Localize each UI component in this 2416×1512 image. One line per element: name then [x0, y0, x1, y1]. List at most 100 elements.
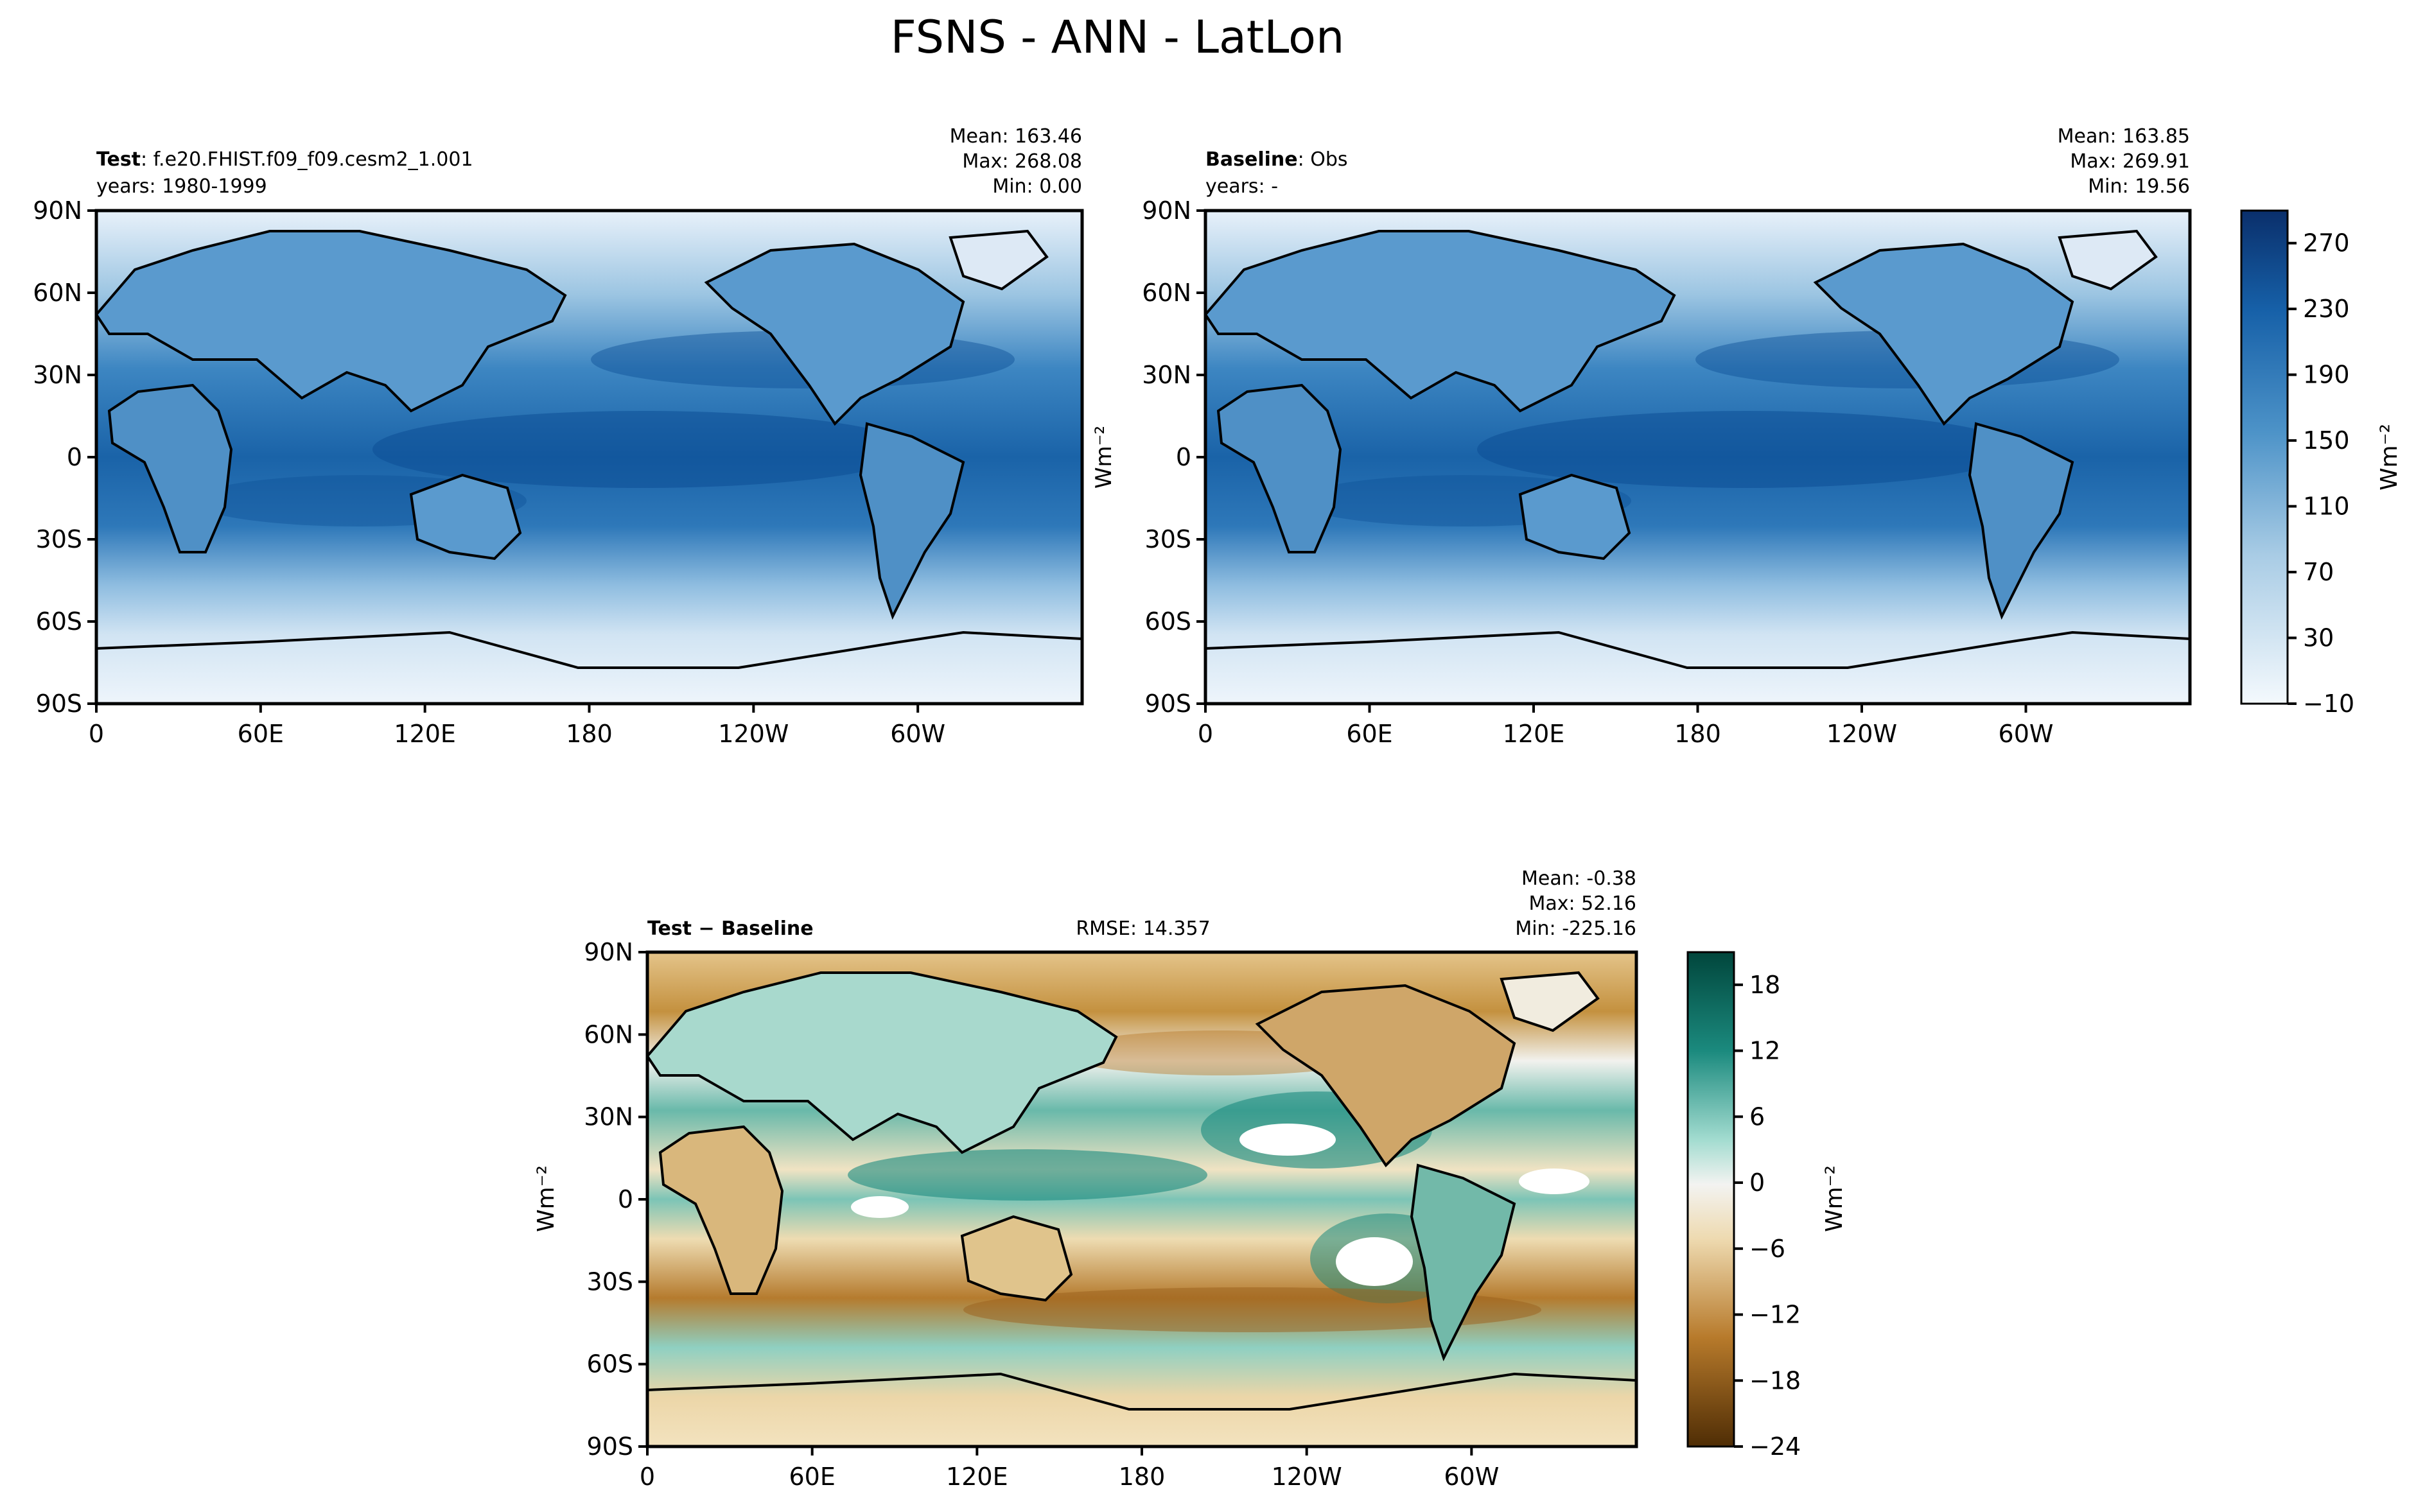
- diff-white-patch: [851, 1196, 909, 1218]
- y-tick-label: 30S: [36, 525, 82, 553]
- baseline-min: Min: 19.56: [2088, 175, 2190, 198]
- diff-antarctica-outline: [647, 1372, 1637, 1411]
- diff-colorbar-units: Wm⁻²: [1821, 1165, 1848, 1232]
- baseline-max: Max: 269.91: [2070, 150, 2190, 173]
- diff-greenland-outline: [1500, 971, 1600, 1032]
- test-field-feature: [372, 411, 912, 488]
- test-antarctica-outline: [96, 630, 1083, 669]
- diff-white-patch: [1519, 1169, 1589, 1194]
- figure-title: FSNS - ANN - LatLon: [891, 11, 1345, 64]
- colorbar-tick-label: 190: [2303, 361, 2350, 389]
- colorbar-tick-label: −6: [1749, 1235, 1785, 1263]
- diff-panel: Test − Baseline RMSE: 14.357 Mean: -0.38…: [533, 867, 1638, 1491]
- x-tick-label: 0: [1198, 720, 1213, 748]
- baseline-africa-outline: [1216, 383, 1342, 553]
- x-tick-label: 120E: [394, 720, 456, 748]
- y-tick-label: 60N: [33, 279, 82, 307]
- test-max: Max: 268.08: [962, 150, 1082, 173]
- x-tick-label: 60E: [789, 1463, 835, 1491]
- x-tick-label: 180: [566, 720, 613, 748]
- test-eurasia-outline: [94, 230, 567, 413]
- diff-min: Min: -225.16: [1515, 917, 1636, 940]
- test-africa-outline: [107, 383, 233, 553]
- x-tick-label: 0: [89, 720, 104, 748]
- test-greenland-outline: [949, 229, 1049, 291]
- colorbar-tick-label: 110: [2303, 492, 2350, 521]
- test-label: Test: f.e20.FHIST.f09_f09.cesm2_1.001: [96, 148, 473, 171]
- colorbar-tick-label: −24: [1749, 1432, 1801, 1461]
- diff-white-patch: [1336, 1237, 1413, 1286]
- diff-units: Wm⁻²: [533, 1165, 559, 1232]
- colorbar-tick-label: 0: [1749, 1169, 1765, 1197]
- main-colorbar-units: Wm⁻²: [2376, 424, 2403, 491]
- baseline-north-america-outline: [1813, 242, 2074, 426]
- y-tick-label: 90S: [1145, 690, 1191, 718]
- baseline-antarctica-outline: [1205, 630, 2191, 669]
- diff-mean: Mean: -0.38: [1521, 867, 1636, 890]
- y-tick-label: 90S: [587, 1432, 633, 1461]
- baseline-years: years: -: [1205, 175, 1278, 198]
- colorbar-tick-label: −10: [2303, 690, 2354, 718]
- baseline-units: Wm⁻²: [1091, 426, 1117, 489]
- test-x-axis: 0 60E 120E 180 120W 60W: [89, 704, 945, 748]
- x-tick-label: 120W: [1826, 720, 1897, 748]
- baseline-greenland-outline: [2058, 229, 2158, 291]
- y-tick-label: 0: [618, 1185, 633, 1213]
- y-tick-label: 0: [67, 443, 82, 471]
- y-tick-label: 90N: [584, 938, 633, 966]
- x-tick-label: 120E: [1503, 720, 1565, 748]
- x-tick-label: 60E: [238, 720, 284, 748]
- diff-south-america-outline: [1410, 1163, 1516, 1362]
- baseline-map: 90N 60N 30N 0 30S 60S 90S 0 60E 120E 180 120W 60W: [1142, 196, 2192, 748]
- colorbar-tick-label: 30: [2303, 624, 2334, 652]
- diff-rmse: RMSE: 14.357: [1076, 917, 1210, 940]
- x-tick-label: 0: [640, 1463, 655, 1491]
- colorbar-tick-label: 70: [2303, 558, 2334, 586]
- colorbar-tick-label: 230: [2303, 295, 2350, 323]
- test-years: years: 1980-1999: [96, 175, 267, 198]
- y-tick-label: 30N: [584, 1103, 633, 1131]
- y-tick-label: 60S: [1145, 607, 1191, 636]
- y-tick-label: 30S: [1145, 525, 1191, 553]
- colorbar-tick-label: −18: [1749, 1366, 1801, 1395]
- diff-y-axis: 90N 60N 30N 0 30S 60S 90S: [584, 938, 647, 1461]
- x-tick-label: 180: [1674, 720, 1721, 748]
- baseline-label: Baseline: Obs: [1205, 148, 1348, 171]
- diff-colorbar: Wm⁻² 18 12 6 0 −6 −12 −18 −24: [1686, 951, 1848, 1461]
- main-colorbar-fill: [2240, 209, 2289, 705]
- diff-x-axis: 0 60E 120E 180 120W 60W: [640, 1447, 1499, 1491]
- baseline-x-axis: 0 60E 120E 180 120W 60W: [1198, 704, 2054, 748]
- x-tick-label: 180: [1119, 1463, 1166, 1491]
- colorbar-tick-label: 150: [2303, 426, 2350, 455]
- colorbar-tick-label: 270: [2303, 229, 2350, 257]
- x-tick-label: 60W: [1444, 1463, 1499, 1491]
- y-tick-label: 60S: [36, 607, 82, 636]
- y-tick-label: 30N: [1142, 361, 1191, 389]
- diff-map: 90N 60N 30N 0 30S 60S 90S 0 60E 120E 180 120W 60W: [584, 938, 1638, 1491]
- main-colorbar: Wm⁻² 270 230 190 150 110 70 30 −10: [2240, 209, 2403, 718]
- diff-field-feature: [848, 1149, 1207, 1201]
- x-tick-label: 120E: [946, 1463, 1008, 1491]
- baseline-australia-outline: [1518, 473, 1631, 560]
- diff-africa-outline: [658, 1125, 784, 1295]
- test-panel: Test: f.e20.FHIST.f09_f09.cesm2_1.001 ye…: [33, 125, 1084, 748]
- colorbar-tick-label: 18: [1749, 971, 1780, 999]
- diff-field-feature: [963, 1287, 1541, 1332]
- y-tick-label: 30N: [33, 361, 82, 389]
- x-tick-label: 60W: [1999, 720, 2054, 748]
- x-tick-label: 120W: [1272, 1463, 1342, 1491]
- x-tick-label: 120W: [718, 720, 789, 748]
- test-south-america-outline: [859, 422, 965, 620]
- baseline-mean: Mean: 163.85: [2058, 125, 2190, 148]
- test-australia-outline: [409, 473, 522, 560]
- y-tick-label: 0: [1176, 443, 1191, 471]
- diff-australia-outline: [960, 1215, 1073, 1302]
- colorbar-tick-label: −12: [1749, 1301, 1801, 1329]
- diff-max: Max: 52.16: [1528, 892, 1636, 915]
- x-tick-label: 60W: [890, 720, 945, 748]
- test-north-america-outline: [704, 242, 965, 426]
- y-tick-label: 30S: [587, 1267, 633, 1296]
- y-tick-label: 90N: [1142, 196, 1191, 225]
- baseline-south-america-outline: [1968, 422, 2074, 620]
